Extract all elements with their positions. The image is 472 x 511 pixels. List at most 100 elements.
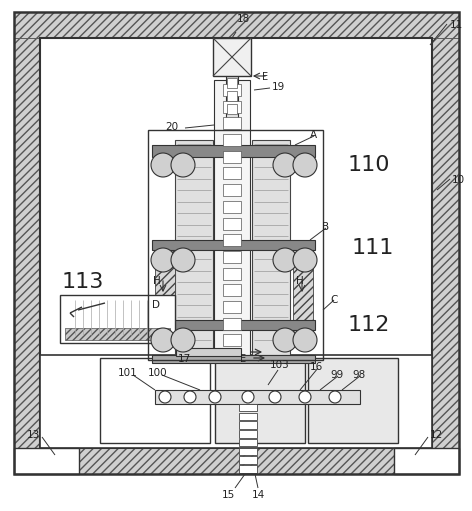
Bar <box>155 390 360 404</box>
Circle shape <box>293 328 317 352</box>
Bar <box>223 84 241 96</box>
Bar <box>152 320 315 330</box>
Bar <box>227 104 237 114</box>
Bar <box>40 38 432 448</box>
Bar <box>14 38 40 448</box>
Text: 11: 11 <box>450 20 463 30</box>
Text: C: C <box>330 295 337 305</box>
Bar <box>239 465 257 473</box>
Bar <box>223 234 241 246</box>
Bar <box>213 38 251 76</box>
Text: E: E <box>262 72 268 82</box>
Bar <box>152 145 315 157</box>
Circle shape <box>273 248 297 272</box>
Bar <box>239 448 257 455</box>
Circle shape <box>171 328 195 352</box>
Text: 103: 103 <box>270 360 290 370</box>
Bar <box>252 140 290 355</box>
Circle shape <box>329 391 341 403</box>
Bar <box>308 358 398 443</box>
Bar <box>176 348 241 356</box>
Bar <box>152 240 315 250</box>
Text: A: A <box>310 130 317 140</box>
Text: 13: 13 <box>27 430 40 440</box>
Text: 14: 14 <box>252 490 265 500</box>
Circle shape <box>151 248 175 272</box>
Bar <box>223 218 241 229</box>
Bar <box>65 328 170 340</box>
Bar <box>223 151 241 162</box>
Bar <box>227 91 237 101</box>
Bar <box>239 422 257 429</box>
Bar <box>223 201 241 213</box>
Bar <box>175 140 213 355</box>
Bar <box>239 413 257 420</box>
Text: 17: 17 <box>178 354 191 364</box>
Bar <box>223 268 241 280</box>
Bar <box>394 448 459 474</box>
Text: 110: 110 <box>348 155 390 175</box>
Bar <box>60 295 175 343</box>
Text: 19: 19 <box>272 82 285 92</box>
Circle shape <box>242 391 254 403</box>
Circle shape <box>293 153 317 177</box>
Bar <box>14 448 79 474</box>
Text: 10: 10 <box>452 175 465 185</box>
Text: 101: 101 <box>118 368 138 378</box>
Circle shape <box>273 328 297 352</box>
Circle shape <box>293 248 317 272</box>
Circle shape <box>273 153 297 177</box>
Bar <box>100 358 210 443</box>
Bar <box>223 251 241 263</box>
Text: 113: 113 <box>62 272 104 292</box>
Bar <box>293 250 313 340</box>
Circle shape <box>159 391 171 403</box>
Bar <box>14 12 459 38</box>
Bar <box>214 80 250 355</box>
Circle shape <box>171 153 195 177</box>
Text: 98: 98 <box>352 370 365 380</box>
Circle shape <box>184 391 196 403</box>
Circle shape <box>151 328 175 352</box>
Bar <box>223 318 241 330</box>
Bar <box>155 250 175 340</box>
Circle shape <box>269 391 281 403</box>
Text: B: B <box>322 222 329 232</box>
Text: D: D <box>152 300 160 310</box>
Text: 111: 111 <box>352 238 395 258</box>
Text: 12: 12 <box>430 430 443 440</box>
Bar <box>223 118 241 129</box>
Text: 99: 99 <box>330 370 343 380</box>
Bar <box>223 134 241 146</box>
Bar <box>227 78 237 88</box>
Bar <box>223 301 241 313</box>
Circle shape <box>209 391 221 403</box>
Bar <box>148 130 323 360</box>
Bar <box>239 456 257 464</box>
Text: 100: 100 <box>148 368 168 378</box>
Bar <box>239 439 257 447</box>
Circle shape <box>299 391 311 403</box>
Bar <box>432 38 459 448</box>
Text: 20: 20 <box>165 122 178 132</box>
Bar <box>14 448 459 474</box>
Bar <box>215 358 305 443</box>
Bar <box>223 284 241 296</box>
Text: 112: 112 <box>348 315 390 335</box>
Bar <box>223 168 241 179</box>
Bar <box>226 76 238 118</box>
Circle shape <box>151 153 175 177</box>
Text: 15: 15 <box>222 490 235 500</box>
Bar <box>223 101 241 113</box>
Circle shape <box>171 248 195 272</box>
Bar <box>152 355 315 363</box>
Text: H: H <box>296 276 304 286</box>
Bar <box>40 355 432 448</box>
Bar <box>223 184 241 196</box>
Bar <box>239 430 257 438</box>
Text: 18: 18 <box>237 14 250 24</box>
Bar <box>239 404 257 411</box>
Bar <box>223 334 241 346</box>
Text: E: E <box>240 354 246 364</box>
Bar <box>14 448 459 474</box>
